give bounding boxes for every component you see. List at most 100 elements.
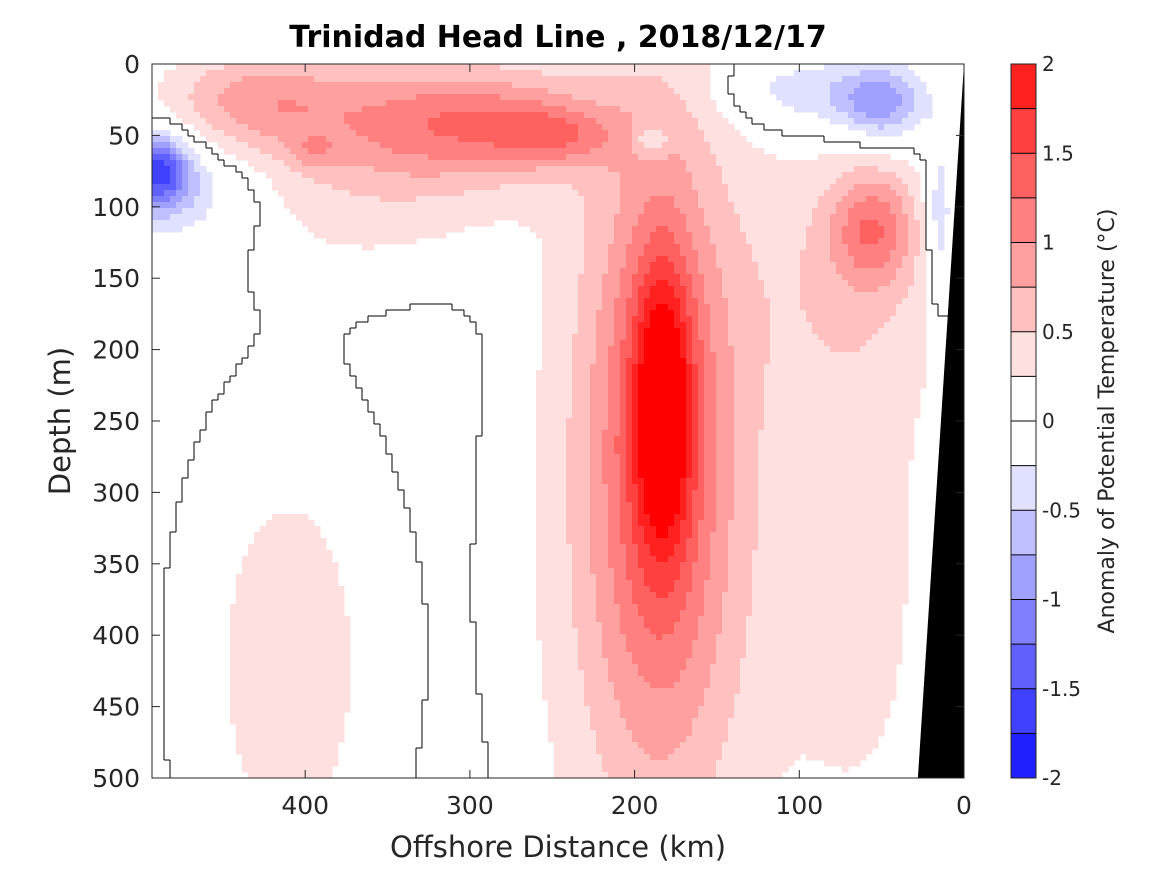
anomaly-cell — [842, 238, 861, 245]
anomaly-cell — [626, 496, 639, 503]
anomaly-cell — [632, 142, 645, 149]
anomaly-cell — [236, 598, 345, 605]
anomaly-cell — [908, 232, 921, 239]
anomaly-cell — [692, 466, 699, 473]
anomaly-cell — [728, 736, 879, 743]
anomaly-cell — [638, 382, 687, 389]
anomaly-cell — [692, 718, 729, 725]
anomaly-cell — [698, 424, 705, 431]
anomaly-cell — [830, 256, 855, 263]
anomaly-cell — [932, 196, 945, 203]
anomaly-cell — [638, 430, 687, 437]
anomaly-cell — [632, 292, 639, 299]
anomaly-cell — [692, 652, 717, 659]
anomaly-cell — [812, 214, 831, 221]
anomaly-cell — [620, 526, 633, 533]
anomaly-cell — [740, 658, 903, 665]
anomaly-cell — [302, 160, 687, 167]
anomaly-cell — [938, 166, 945, 173]
anomaly-cell — [680, 520, 693, 527]
anomaly-cell — [188, 160, 195, 167]
anomaly-cell — [632, 514, 639, 521]
y-tick-label: 250 — [92, 407, 140, 436]
anomaly-cell — [536, 454, 567, 461]
anomaly-cell — [692, 364, 699, 371]
anomaly-cell — [584, 208, 621, 215]
anomaly-cell — [734, 400, 765, 407]
anomaly-cell — [644, 346, 681, 353]
anomaly-cell — [902, 94, 915, 101]
anomaly-cell — [632, 532, 645, 539]
anomaly-cell — [608, 406, 621, 413]
anomaly-cell — [722, 622, 747, 629]
anomaly-cell — [638, 448, 687, 455]
anomaly-cell — [194, 124, 213, 131]
anomaly-cell — [716, 424, 735, 431]
anomaly-cell — [536, 442, 567, 449]
anomaly-cell — [584, 238, 615, 245]
anomaly-cell — [590, 496, 609, 503]
anomaly-cell — [692, 520, 699, 527]
anomaly-cell — [590, 430, 603, 437]
anomaly-cell — [638, 406, 687, 413]
anomaly-cell — [716, 454, 735, 461]
anomaly-cell — [200, 76, 243, 83]
anomaly-cell — [638, 262, 651, 269]
anomaly-cell — [632, 130, 645, 137]
anomaly-cell — [194, 100, 219, 107]
anomaly-cell — [614, 592, 633, 599]
anomaly-cell — [854, 106, 897, 113]
anomaly-cell — [722, 166, 855, 173]
anomaly-cell — [698, 634, 717, 641]
anomaly-cell — [674, 514, 687, 521]
anomaly-cell — [572, 406, 591, 413]
anomaly-cell — [614, 598, 633, 605]
anomaly-cell — [548, 700, 585, 707]
anomaly-cell — [602, 472, 621, 479]
anomaly-cell — [698, 544, 711, 551]
anomaly-cell — [644, 142, 663, 149]
anomaly-cell — [704, 340, 711, 347]
anomaly-cell — [764, 400, 921, 407]
anomaly-cell — [572, 604, 597, 611]
anomaly-cell — [218, 142, 249, 149]
anomaly-cell — [188, 184, 201, 191]
anomaly-cell — [686, 442, 693, 449]
anomaly-cell — [908, 292, 927, 299]
anomaly-cell — [848, 112, 867, 119]
anomaly-cell — [572, 412, 591, 419]
anomaly-cell — [638, 742, 681, 749]
anomaly-cell — [824, 760, 861, 767]
anomaly-cell — [596, 358, 609, 365]
anomaly-cell — [668, 526, 681, 533]
anomaly-cell — [728, 562, 753, 569]
anomaly-cell — [740, 682, 897, 689]
anomaly-cell — [638, 496, 645, 503]
anomaly-cell — [644, 526, 657, 533]
anomaly-cell — [494, 142, 567, 149]
anomaly-cell — [692, 286, 705, 293]
anomaly-cell — [578, 328, 597, 335]
anomaly-cell — [692, 514, 705, 521]
anomaly-cell — [644, 304, 657, 311]
anomaly-cell — [632, 502, 639, 509]
anomaly-cell — [800, 286, 855, 293]
anomaly-cell — [716, 502, 735, 509]
anomaly-cell — [836, 208, 849, 215]
anomaly-cell — [632, 466, 639, 473]
anomaly-cell — [542, 310, 579, 317]
anomaly-cell — [716, 772, 783, 778]
anomaly-cell — [692, 292, 705, 299]
anomaly-cell — [908, 226, 921, 233]
anomaly-cell — [572, 616, 597, 623]
colorbar-tick-label: -2 — [1042, 766, 1062, 790]
anomaly-cell — [650, 514, 675, 521]
anomaly-cell — [614, 304, 627, 311]
anomaly-cell — [206, 136, 237, 143]
anomaly-cell — [638, 418, 687, 425]
anomaly-cell — [626, 634, 657, 641]
anomaly-cell — [608, 670, 639, 677]
anomaly-cell — [716, 766, 789, 773]
anomaly-cell — [842, 766, 849, 773]
anomaly-cell — [590, 424, 609, 431]
